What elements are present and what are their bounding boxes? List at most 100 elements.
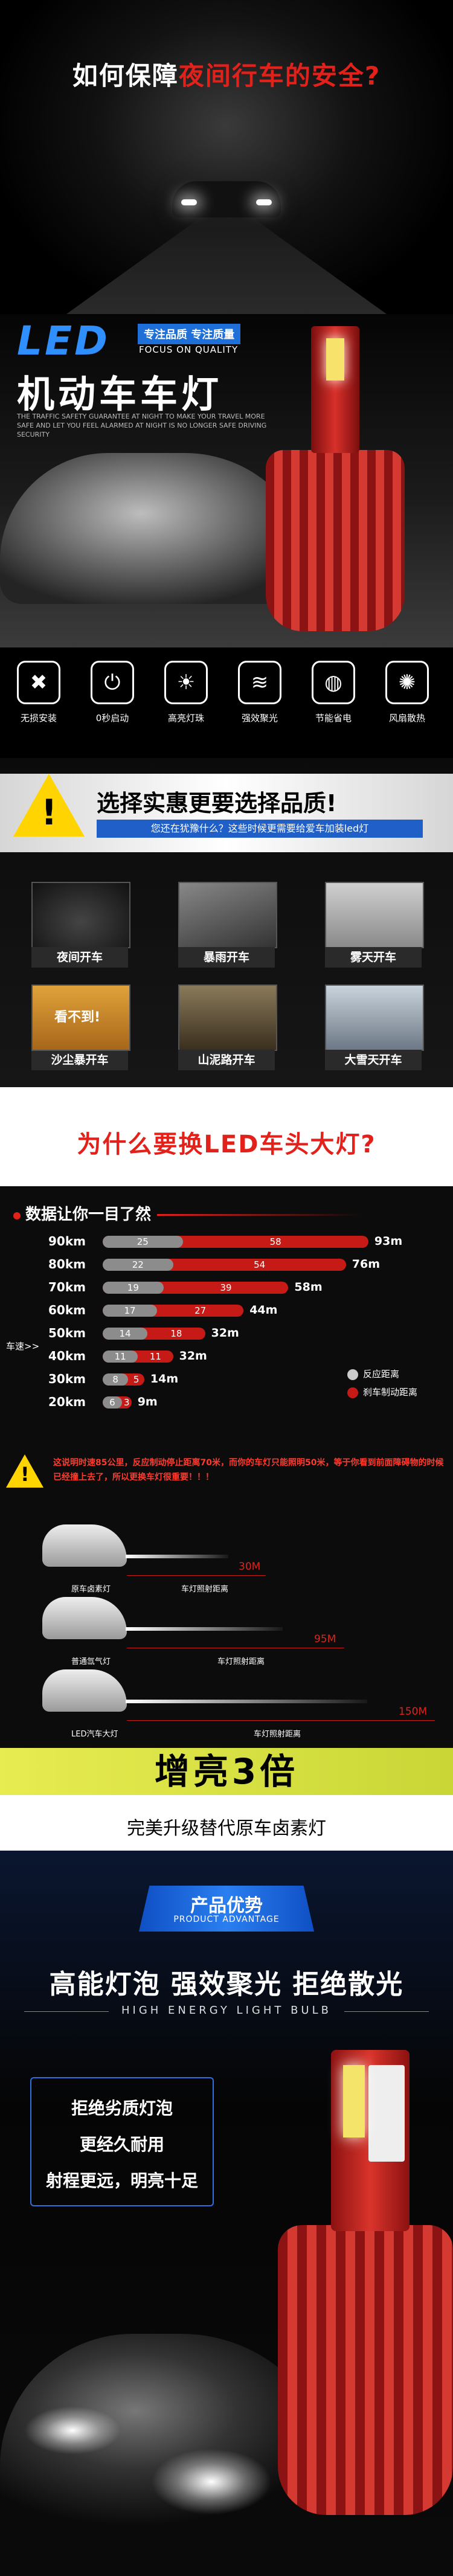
sun-icon: ☀ — [164, 661, 208, 704]
headlight-glow — [24, 2406, 121, 2455]
legend-swatch-gray — [347, 1369, 358, 1380]
brightness-title: 增亮3倍 — [154, 1751, 299, 1792]
reaction-value: 11 — [114, 1351, 126, 1362]
feature-item: ✖ 无损安装 — [5, 661, 72, 724]
car-image — [0, 453, 314, 604]
feature-item: ≋ 强效聚光 — [226, 661, 293, 724]
bulb-icon: ◍ — [312, 661, 355, 704]
advantage-ribbon: 产品优势 PRODUCT ADVANTAGE — [139, 1886, 314, 1932]
speed-label: 70km — [48, 1280, 86, 1294]
scene-image: 看不到! — [31, 984, 130, 1051]
quality-tag: 专注品质 专注质量 — [138, 324, 241, 344]
braking-value: 18 — [170, 1328, 182, 1339]
total-distance: 32m — [211, 1326, 239, 1340]
quality-subtitle: 您还在犹豫什么？这些时候更需要给爱车加装led灯 — [97, 820, 423, 838]
distance-chart: 数据让你一目了然 车速>> 90km 25 58 93m 80km 22 54 76m 70km… — [0, 1186, 453, 1446]
total-distance: 44m — [249, 1303, 278, 1317]
why-section: 为什么要换LED车头大灯? — [0, 1087, 453, 1186]
braking-value: 3 — [123, 1397, 130, 1408]
power-icon: ⏻ — [91, 661, 134, 704]
scene-label: 雾天开车 — [325, 947, 422, 968]
bulb-heatsink-image — [278, 2225, 453, 2515]
bullet-icon — [13, 1212, 21, 1219]
distance-value: 150M — [399, 1706, 428, 1718]
headlight-glow — [151, 2449, 272, 2515]
advantage-point: 拒绝劣质灯泡 — [71, 2098, 173, 2118]
scene-image — [31, 882, 130, 948]
reaction-bar — [103, 1373, 129, 1386]
quality-header: ! 选择实惠更要选择品质! 您还在犹豫什么？这些时候更需要给爱车加装led灯 — [0, 774, 453, 852]
warning-icon: ! — [6, 1454, 43, 1488]
scene-label: 夜间开车 — [31, 947, 128, 968]
feature-label: 无损安装 — [20, 713, 57, 724]
advantage-title: 产品优势 — [190, 1895, 263, 1916]
scene-image — [325, 882, 424, 948]
distance-value: 30M — [239, 1561, 261, 1573]
scene-image — [325, 984, 424, 1051]
legend-reaction: 反应距离 — [347, 1367, 399, 1380]
brightness-banner: 增亮3倍 — [0, 1748, 453, 1795]
speed-label: 60km — [48, 1303, 86, 1317]
speed-label: 80km — [48, 1257, 86, 1271]
fan-icon: ✺ — [385, 661, 429, 704]
reaction-bar — [103, 1396, 122, 1408]
divider-right — [344, 2011, 429, 2012]
distance-line — [127, 1720, 435, 1721]
car-label: 普通氙气灯 — [71, 1657, 111, 1666]
warning-mark: ! — [21, 1463, 30, 1486]
car-image — [42, 1524, 127, 1567]
scene-card: 大雪天开车 — [325, 984, 424, 1070]
total-distance: 76m — [352, 1257, 381, 1271]
reaction-bar — [103, 1328, 148, 1340]
reaction-value: 19 — [127, 1282, 139, 1293]
reaction-bar — [103, 1236, 183, 1248]
car-label: 原车卤素灯 — [71, 1585, 111, 1594]
feature-item: ✺ 风扇散热 — [374, 661, 440, 724]
braking-value: 54 — [254, 1259, 266, 1270]
headlight-left — [181, 199, 197, 205]
hero-title-white: 如何保障 — [72, 61, 179, 91]
hero-title: 如何保障夜间行车的安全? — [0, 56, 453, 92]
scene-card: 山泥路开车 — [178, 984, 277, 1070]
banner-small-text: THE TRAFFIC SAFETY GUARANTEE AT NIGHT TO… — [17, 413, 267, 438]
legend-label: 刹车制动距离 — [363, 1387, 418, 1398]
night-road-image — [66, 217, 387, 314]
braking-value: 27 — [194, 1305, 207, 1316]
wrench-icon: ✖ — [17, 661, 60, 704]
speed-label: 30km — [48, 1372, 86, 1386]
hero-title-red: 夜间行车的安全? — [178, 61, 381, 91]
feature-label: 强效聚光 — [241, 713, 278, 724]
scene-label: 山泥路开车 — [178, 1050, 275, 1070]
legend-braking: 刹车制动距离 — [347, 1386, 417, 1398]
led-chip-image — [343, 2065, 365, 2138]
scene-label: 暴雨开车 — [178, 947, 275, 968]
advantage-section: 产品优势 PRODUCT ADVANTAGE 高能灯泡 强效聚光 拒绝散光 HI… — [0, 1851, 453, 2576]
feature-label: 节能省电 — [315, 713, 352, 724]
reaction-value: 22 — [132, 1259, 144, 1270]
feature-item: ◍ 节能省电 — [300, 661, 367, 724]
warning-mark: ! — [41, 792, 57, 833]
brightness-section: 增亮3倍 完美升级替代原车卤素灯 — [0, 1748, 453, 1851]
led-banner: LED 专注品质 专注质量 FOCUS ON QUALITY 机动车车灯 THE… — [0, 314, 453, 647]
speed-label: 90km — [48, 1234, 86, 1248]
braking-value: 5 — [133, 1374, 140, 1385]
scene-label: 沙尘暴开车 — [31, 1050, 128, 1070]
reaction-bar — [103, 1282, 164, 1294]
braking-value: 58 — [269, 1236, 281, 1247]
reaction-value: 25 — [137, 1236, 149, 1247]
beam-label: 车灯照射距离 — [217, 1657, 265, 1666]
legend-swatch-red — [347, 1387, 358, 1398]
total-distance: 93m — [374, 1235, 403, 1248]
divider-left — [24, 2011, 109, 2012]
reaction-value: 6 — [109, 1397, 115, 1408]
brightness-subtitle: 完美升级替代原车卤素灯 — [127, 1818, 326, 1839]
reaction-bar — [103, 1351, 138, 1363]
scene-overlay-text: 看不到! — [54, 1010, 101, 1025]
advantage-subtitle: PRODUCT ADVANTAGE — [173, 1915, 280, 1924]
chart-title: 数据让你一目了然 — [13, 1202, 363, 1224]
total-distance: 14m — [150, 1372, 179, 1386]
title-underline — [157, 1214, 363, 1216]
beam-short — [126, 1555, 228, 1558]
features-row: ✖ 无损安装 ⏻ 0秒启动 ☀ 高亮灯珠 ≋ 强效聚光 ◍ 节能省电 ✺ 风扇散… — [0, 647, 453, 758]
speed-label: 50km — [48, 1326, 86, 1340]
